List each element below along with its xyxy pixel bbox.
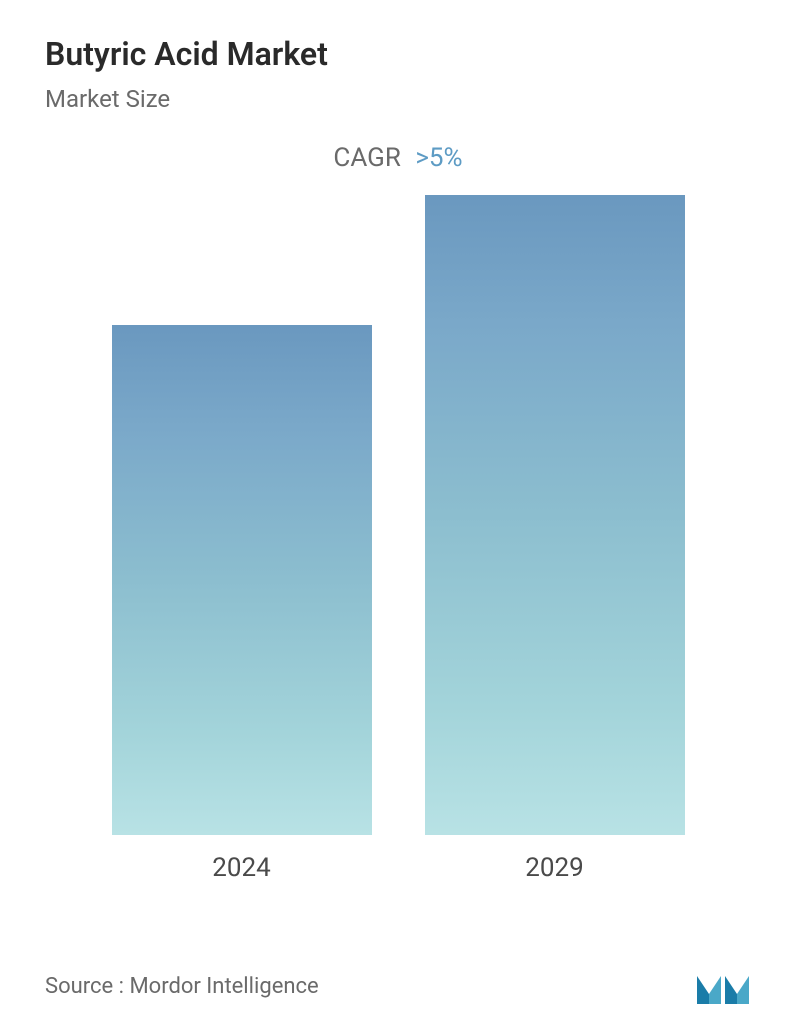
bar-category-label: 2024	[212, 853, 270, 883]
cagr-row: CAGR >5%	[45, 143, 751, 173]
chart-subtitle: Market Size	[45, 85, 751, 113]
source-attribution: Source : Mordor Intelligence	[45, 974, 319, 999]
source-name: Mordor Intelligence	[129, 974, 318, 999]
cagr-value: >5%	[415, 143, 462, 173]
mordor-logo-icon	[695, 966, 751, 1006]
bar-group: 2029	[425, 195, 685, 883]
bar-group: 2024	[112, 325, 372, 883]
source-label: Source :	[45, 974, 124, 999]
bar-category-label: 2029	[525, 853, 583, 883]
chart-footer: Source : Mordor Intelligence	[45, 966, 751, 1006]
bar-chart: 2024 2029	[45, 213, 751, 883]
chart-title: Butyric Acid Market	[45, 35, 751, 73]
bar	[112, 325, 372, 835]
bar	[425, 195, 685, 835]
cagr-label: CAGR	[333, 143, 400, 173]
